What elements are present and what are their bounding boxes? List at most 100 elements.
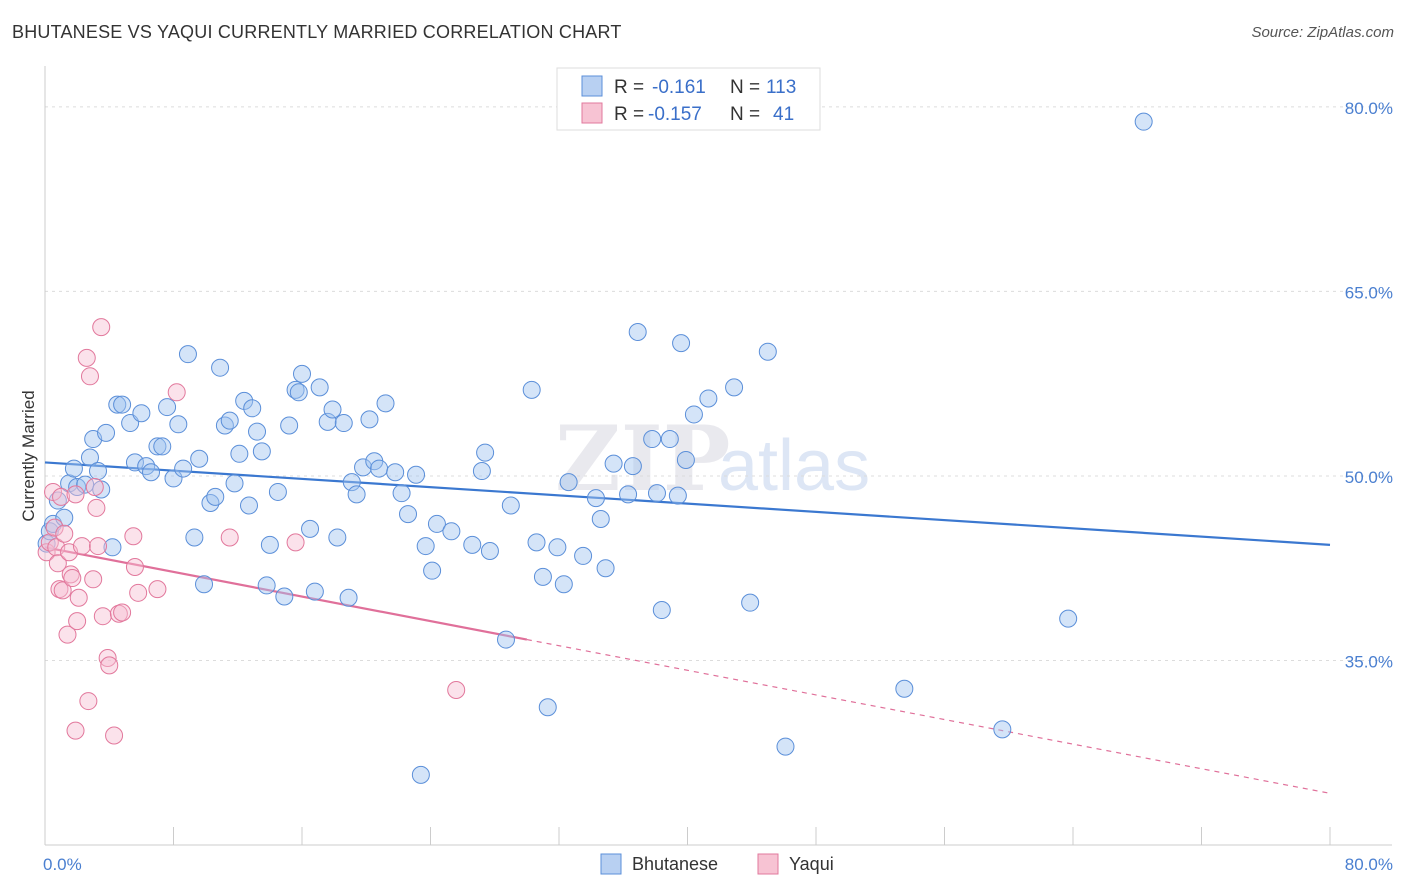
bhutanese-point-105 bbox=[699, 389, 718, 408]
bhutanese-point-95 bbox=[623, 457, 642, 476]
y-tick-label-0: 35.0% bbox=[1345, 652, 1393, 671]
bhutanese-point-43 bbox=[252, 442, 271, 461]
yaqui-point-23 bbox=[87, 498, 106, 517]
bhutanese-point-45 bbox=[260, 535, 279, 554]
yaqui-trend-line-extension bbox=[526, 638, 1331, 794]
bhutanese-point-107 bbox=[741, 593, 760, 612]
yaqui-point-19 bbox=[79, 692, 98, 711]
bhutanese-point-30 bbox=[190, 449, 209, 468]
bhutanese-point-71 bbox=[411, 765, 430, 784]
bhutanese-point-28 bbox=[178, 345, 197, 364]
bhutanese-point-11 bbox=[89, 462, 108, 481]
bhutanese-point-19 bbox=[132, 404, 151, 423]
yaqui-point-24 bbox=[89, 537, 108, 556]
axes bbox=[44, 66, 1392, 846]
bottom-legend-label-bhutanese: Bhutanese bbox=[632, 854, 718, 874]
y-axis-label: Currently Married bbox=[19, 390, 38, 521]
bhutanese-point-69 bbox=[399, 505, 418, 524]
bhutanese-point-15 bbox=[108, 395, 127, 414]
watermark-zip: ZIP bbox=[555, 406, 730, 512]
bhutanese-point-35 bbox=[215, 416, 234, 435]
bhutanese-point-76 bbox=[463, 535, 482, 554]
bhutanese-point-34 bbox=[211, 358, 230, 377]
yaqui-point-31 bbox=[113, 603, 132, 622]
bhutanese-point-97 bbox=[643, 430, 662, 449]
bhutanese-point-108 bbox=[758, 342, 777, 361]
bhutanese-point-78 bbox=[476, 443, 495, 462]
bhutanese-point-67 bbox=[386, 463, 405, 482]
bhutanese-point-59 bbox=[339, 588, 358, 607]
yaqui-point-10 bbox=[58, 625, 77, 644]
bhutanese-point-16 bbox=[113, 395, 132, 414]
legend-n-value-bhutanese: 113 bbox=[766, 77, 796, 98]
bhutanese-point-20 bbox=[137, 457, 156, 476]
yaqui-point-16 bbox=[69, 588, 88, 607]
yaqui-point-26 bbox=[93, 607, 112, 626]
legend: R = -0.161 N = 113 R = -0.157 N = 41 bbox=[556, 67, 821, 131]
bhutanese-point-51 bbox=[293, 364, 311, 383]
yaqui-point-27 bbox=[98, 649, 117, 668]
trend-lines bbox=[44, 461, 1331, 794]
bhutanese-point-54 bbox=[310, 378, 329, 397]
bhutanese-point-53 bbox=[305, 582, 324, 601]
bhutanese-point-61 bbox=[347, 485, 366, 504]
y-tick-label-2: 65.0% bbox=[1345, 283, 1393, 302]
legend-r-label-yaqui: R = bbox=[614, 104, 644, 125]
bhutanese-trend-line bbox=[44, 461, 1331, 546]
bhutanese-point-99 bbox=[652, 601, 671, 620]
yaqui-point-28 bbox=[100, 656, 119, 675]
bhutanese-point-57 bbox=[328, 528, 347, 547]
yaqui-point-40 bbox=[66, 721, 85, 740]
bhutanese-point-65 bbox=[370, 459, 389, 478]
x-tick-labels: 0.0% 80.0% bbox=[43, 855, 1393, 874]
bhutanese-point-29 bbox=[185, 528, 204, 547]
yaqui-point-39 bbox=[447, 681, 466, 699]
bhutanese-point-103 bbox=[676, 450, 695, 469]
bhutanese-point-66 bbox=[376, 394, 395, 413]
bhutanese-point-90 bbox=[586, 489, 605, 508]
bhutanese-point-89 bbox=[574, 546, 593, 565]
bhutanese-point-110 bbox=[895, 679, 914, 698]
bottom-legend-swatch-yaqui bbox=[757, 853, 779, 875]
bhutanese-point-40 bbox=[239, 496, 258, 515]
bhutanese-point-82 bbox=[522, 380, 541, 399]
bhutanese-point-102 bbox=[672, 334, 691, 353]
bhutanese-point-73 bbox=[423, 561, 442, 580]
bhutanese-point-18 bbox=[125, 453, 144, 472]
legend-n-label-bhutanese: N = bbox=[730, 77, 760, 98]
bhutanese-point-6 bbox=[64, 459, 83, 478]
bhutanese-point-77 bbox=[472, 462, 491, 481]
yaqui-point-29 bbox=[105, 726, 124, 745]
bhutanese-point-100 bbox=[660, 430, 679, 449]
bhutanese-point-84 bbox=[533, 567, 552, 586]
bhutanese-point-85 bbox=[538, 698, 557, 717]
bhutanese-point-96 bbox=[628, 323, 647, 342]
bhutanese-point-74 bbox=[427, 514, 446, 533]
bhutanese-point-42 bbox=[248, 422, 267, 441]
bhutanese-point-44 bbox=[257, 576, 276, 595]
yaqui-point-14 bbox=[66, 485, 85, 504]
bottom-legend-swatch-bhutanese bbox=[600, 853, 622, 875]
yaqui-point-13 bbox=[63, 569, 82, 588]
bhutanese-point-81 bbox=[501, 496, 520, 515]
yaqui-point-17 bbox=[72, 537, 91, 556]
bhutanese-point-52 bbox=[301, 519, 320, 538]
yaqui-point-9 bbox=[55, 524, 74, 543]
yaqui-trend-line bbox=[44, 546, 528, 641]
yaqui-point-38 bbox=[286, 533, 305, 552]
bottom-legend-label-yaqui: Yaqui bbox=[789, 854, 834, 874]
legend-n-value-yaqui: 41 bbox=[773, 104, 794, 125]
bhutanese-point-92 bbox=[596, 559, 615, 578]
bhutanese-point-9 bbox=[80, 448, 99, 467]
legend-r-label-bhutanese: R = bbox=[614, 77, 644, 98]
bhutanese-point-27 bbox=[174, 459, 193, 478]
bhutanese-point-23 bbox=[153, 437, 172, 456]
yaqui-point-21 bbox=[84, 570, 103, 589]
yaqui-point-25 bbox=[92, 318, 111, 337]
bhutanese-point-98 bbox=[647, 484, 666, 503]
bhutanese-point-94 bbox=[619, 485, 638, 504]
bhutanese-point-56 bbox=[323, 400, 342, 419]
yaqui-point-3 bbox=[45, 518, 64, 537]
bhutanese-point-68 bbox=[392, 484, 411, 503]
